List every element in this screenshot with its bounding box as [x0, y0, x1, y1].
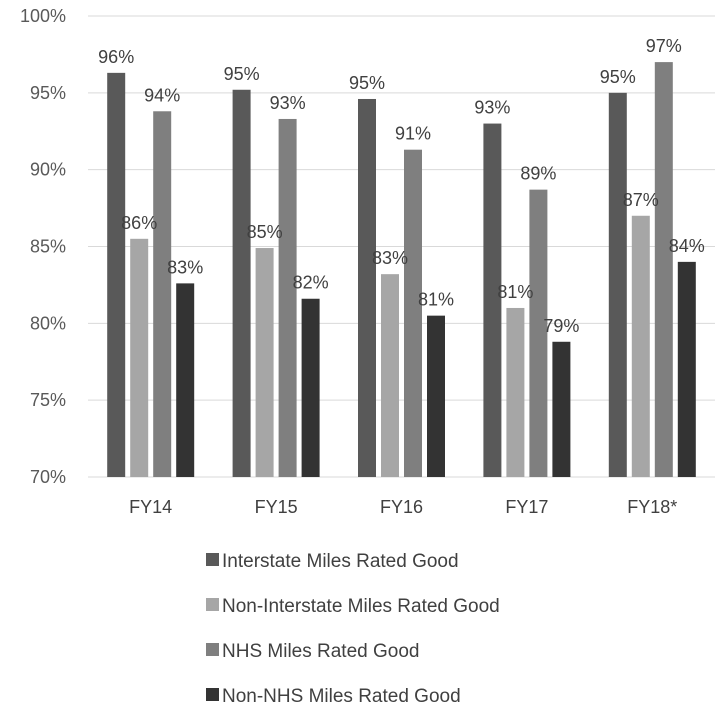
legend-swatch — [206, 688, 219, 701]
data-label: 93% — [474, 98, 510, 118]
y-tick-label: 80% — [30, 313, 66, 333]
bar — [654, 62, 673, 477]
bar — [153, 111, 172, 478]
legend-swatch — [206, 643, 219, 656]
bar — [529, 189, 548, 478]
data-label: 87% — [623, 190, 659, 210]
data-label: 83% — [372, 248, 408, 268]
bar — [427, 315, 445, 477]
y-tick-label: 90% — [30, 160, 66, 180]
y-tick-label: 70% — [30, 467, 66, 487]
legend-label: NHS Miles Rated Good — [222, 641, 419, 662]
data-label: 97% — [646, 36, 682, 56]
y-tick-label: 85% — [30, 237, 66, 257]
data-label: 85% — [247, 222, 283, 242]
data-label: 79% — [543, 316, 579, 336]
category-label: FY17 — [505, 497, 548, 517]
bar — [404, 149, 422, 477]
legend: Interstate Miles Rated Good Non-Interstat… — [206, 551, 500, 707]
y-tick-label: 75% — [30, 390, 66, 410]
bar — [301, 298, 320, 477]
data-label: 93% — [270, 93, 306, 113]
y-tick-label: 95% — [30, 83, 66, 103]
data-label: 83% — [167, 257, 203, 277]
data-label: 95% — [224, 64, 260, 84]
bar — [506, 307, 525, 477]
data-label: 84% — [669, 236, 705, 256]
data-label: 81% — [418, 290, 454, 310]
legend-swatch — [206, 598, 219, 611]
data-label: 82% — [293, 273, 329, 293]
bar — [381, 274, 399, 477]
bar — [483, 123, 502, 478]
data-label: 91% — [395, 124, 431, 144]
data-label: 86% — [121, 213, 157, 233]
category-label: FY15 — [255, 497, 298, 517]
data-label: 95% — [349, 73, 385, 93]
legend-swatch — [206, 553, 219, 566]
bar — [677, 261, 696, 477]
x-axis-category-labels: FY14 FY15 FY16 FY17 FY18* — [129, 497, 677, 517]
category-label: FY18* — [627, 497, 677, 517]
bar — [232, 89, 251, 477]
y-axis-tick-labels: 70% 75% 80% 85% 90% 95% 100% — [20, 6, 66, 487]
bar — [130, 238, 149, 477]
bar — [278, 118, 297, 477]
legend-label: Non-Interstate Miles Rated Good — [222, 596, 500, 617]
category-label: FY14 — [129, 497, 172, 517]
y-tick-label: 100% — [20, 6, 66, 26]
bar — [552, 341, 571, 477]
bar — [631, 215, 650, 477]
category-label: FY16 — [380, 497, 423, 517]
bar — [255, 248, 274, 477]
bar — [608, 92, 627, 477]
bar — [358, 98, 376, 477]
bar — [107, 72, 126, 478]
data-label: 81% — [497, 282, 533, 302]
bar — [176, 283, 195, 477]
bars — [107, 62, 696, 478]
legend-label: Interstate Miles Rated Good — [222, 551, 459, 572]
legend-label: Non-NHS Miles Rated Good — [222, 686, 461, 707]
data-label: 96% — [98, 47, 134, 67]
data-label: 95% — [600, 67, 636, 87]
data-label: 89% — [520, 164, 556, 184]
data-label: 94% — [144, 85, 180, 105]
data-labels: 96% 86% 94% 83% 95% 85% 93% 82% 95% 83% 91% 81% 93% 8… — [98, 36, 705, 336]
